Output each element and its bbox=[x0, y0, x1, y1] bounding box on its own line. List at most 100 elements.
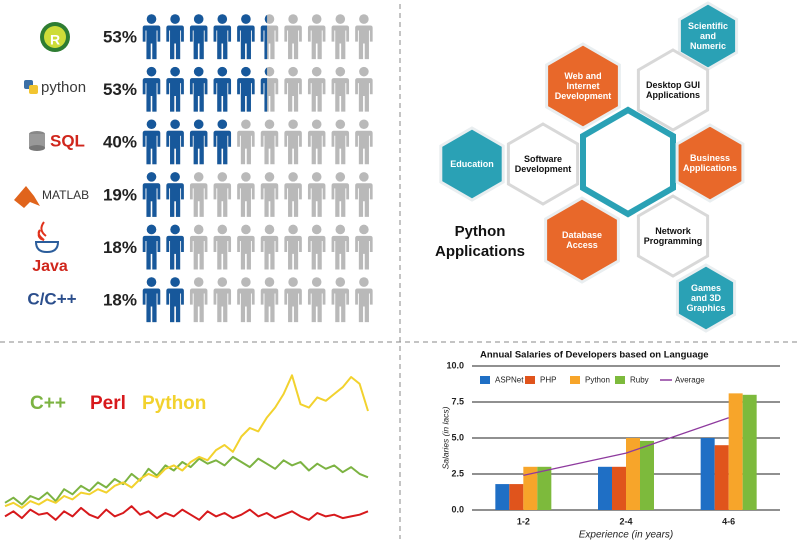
node-label: Web and Internet Development bbox=[554, 70, 612, 101]
person-icon bbox=[213, 172, 232, 217]
matlab-logo bbox=[14, 186, 40, 208]
r-logo bbox=[44, 26, 66, 48]
hexagon bbox=[544, 196, 620, 284]
bar bbox=[714, 445, 729, 510]
y-tick-label: 5.0 bbox=[451, 432, 464, 442]
node-label: Software Development bbox=[514, 154, 572, 174]
node-label: Scientific and Numeric bbox=[687, 20, 728, 51]
legend-swatch bbox=[570, 376, 580, 384]
legend-label: Perl bbox=[90, 393, 126, 414]
language-label: python bbox=[41, 79, 86, 96]
person-icon bbox=[307, 277, 326, 323]
person-icon bbox=[189, 224, 208, 270]
chart-title: Annual Salaries of Developers based on L… bbox=[480, 350, 709, 361]
person-icon bbox=[307, 172, 326, 217]
language-label: R bbox=[50, 32, 60, 48]
x-axis-label: Experience (in years) bbox=[579, 530, 673, 541]
person-icon bbox=[331, 224, 350, 270]
person-icon bbox=[284, 66, 302, 112]
hexagon bbox=[545, 42, 621, 130]
bar bbox=[495, 484, 510, 510]
x-tick-label: 2-4 bbox=[619, 516, 632, 526]
person-icon bbox=[166, 172, 184, 217]
java-logo bbox=[37, 221, 47, 241]
person-icon bbox=[237, 14, 255, 60]
person-icon bbox=[213, 119, 232, 165]
person-icon bbox=[307, 224, 326, 270]
person-icon bbox=[142, 14, 161, 60]
y-tick-label: 7.5 bbox=[451, 396, 464, 406]
trend-line bbox=[4, 505, 369, 521]
person-icon bbox=[284, 14, 302, 60]
legend-swatch bbox=[525, 376, 535, 384]
person-icon bbox=[142, 224, 161, 270]
person-icon bbox=[189, 66, 208, 112]
hexagon bbox=[675, 263, 737, 333]
percent-label: 19% bbox=[103, 185, 137, 204]
legend-label: Ruby bbox=[630, 376, 649, 385]
person-icon bbox=[355, 119, 373, 165]
person-icon bbox=[331, 14, 350, 60]
legend-label: Python bbox=[142, 393, 206, 414]
legend-label: ASPNet bbox=[495, 376, 524, 385]
person-icon bbox=[260, 172, 279, 217]
legend-swatch bbox=[615, 376, 625, 384]
person-icon bbox=[166, 14, 184, 60]
y-tick-label: 0.0 bbox=[451, 504, 464, 514]
language-label: C/C++ bbox=[27, 289, 76, 308]
person-icon bbox=[284, 172, 302, 217]
bar bbox=[626, 438, 640, 510]
person-icon bbox=[331, 172, 350, 217]
bar bbox=[598, 466, 612, 510]
person-icon bbox=[142, 172, 161, 217]
bar bbox=[728, 393, 743, 510]
legend-swatch bbox=[480, 376, 490, 384]
person-icon bbox=[189, 119, 208, 165]
person-icon bbox=[284, 119, 302, 165]
node-label: Network Programming bbox=[643, 226, 703, 246]
hexagon bbox=[636, 48, 710, 132]
language-label: MATLAB bbox=[42, 188, 89, 202]
sql-logo bbox=[29, 134, 45, 148]
percent-label: 53% bbox=[103, 80, 137, 99]
person-icon bbox=[307, 14, 326, 60]
legend-label: C++ bbox=[30, 393, 66, 414]
person-icon bbox=[142, 66, 161, 112]
legend-label: Average bbox=[675, 376, 705, 385]
person-icon bbox=[237, 119, 255, 165]
bar bbox=[537, 466, 552, 510]
bar bbox=[700, 438, 715, 510]
bar bbox=[509, 484, 524, 510]
person-icon bbox=[142, 119, 161, 165]
bar bbox=[523, 466, 538, 510]
trend-line bbox=[4, 374, 369, 509]
center-hexagon bbox=[580, 106, 676, 218]
person-icon bbox=[307, 66, 326, 112]
diagram-title: Python Applications bbox=[434, 223, 525, 260]
person-icon bbox=[189, 277, 208, 323]
python-logo bbox=[29, 85, 38, 94]
average-line bbox=[523, 417, 729, 477]
x-tick-label: 4-6 bbox=[722, 516, 735, 526]
node-label: Desktop GUI Applications bbox=[646, 80, 701, 100]
hexagon bbox=[675, 123, 745, 203]
person-icon bbox=[166, 224, 184, 270]
node-label: Education bbox=[450, 158, 494, 169]
person-icon bbox=[260, 277, 279, 323]
person-icon bbox=[331, 277, 350, 323]
y-axis-label: Salaries (in lacs) bbox=[440, 406, 450, 469]
hexagon bbox=[506, 122, 580, 206]
percent-label: 53% bbox=[103, 27, 137, 46]
person-icon bbox=[355, 172, 373, 217]
sql-logo bbox=[29, 145, 45, 151]
hexagon bbox=[439, 126, 505, 202]
person-icon bbox=[166, 277, 184, 323]
person-icon bbox=[307, 119, 326, 165]
person-icon bbox=[331, 119, 350, 165]
y-tick-label: 10.0 bbox=[446, 360, 464, 370]
language-label: SQL bbox=[50, 131, 85, 150]
node-label: Games and 3D Graphics bbox=[686, 282, 726, 313]
person-icon bbox=[189, 172, 208, 217]
person-icon bbox=[355, 277, 373, 323]
